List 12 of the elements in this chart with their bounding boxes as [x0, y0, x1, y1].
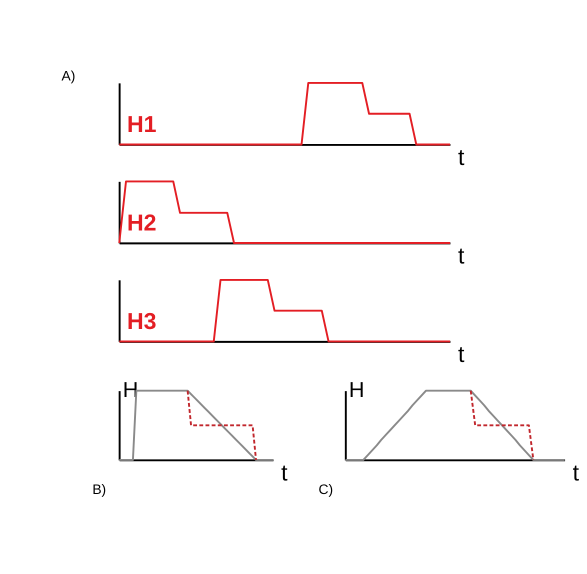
series-label: H1 [126, 111, 157, 138]
x-axis-title: t [281, 459, 288, 486]
chart-title: A) [62, 67, 76, 84]
y-axis-title: H [348, 378, 364, 402]
series-label: H3 [126, 308, 156, 334]
text: C) [318, 480, 334, 497]
series-label: H2 [126, 210, 156, 236]
x-axis-title: t [458, 340, 466, 367]
text: B) [92, 480, 106, 497]
x-axis-title: t [458, 242, 466, 268]
x-axis-title: t [458, 144, 466, 170]
x-axis-title: t [572, 459, 580, 486]
